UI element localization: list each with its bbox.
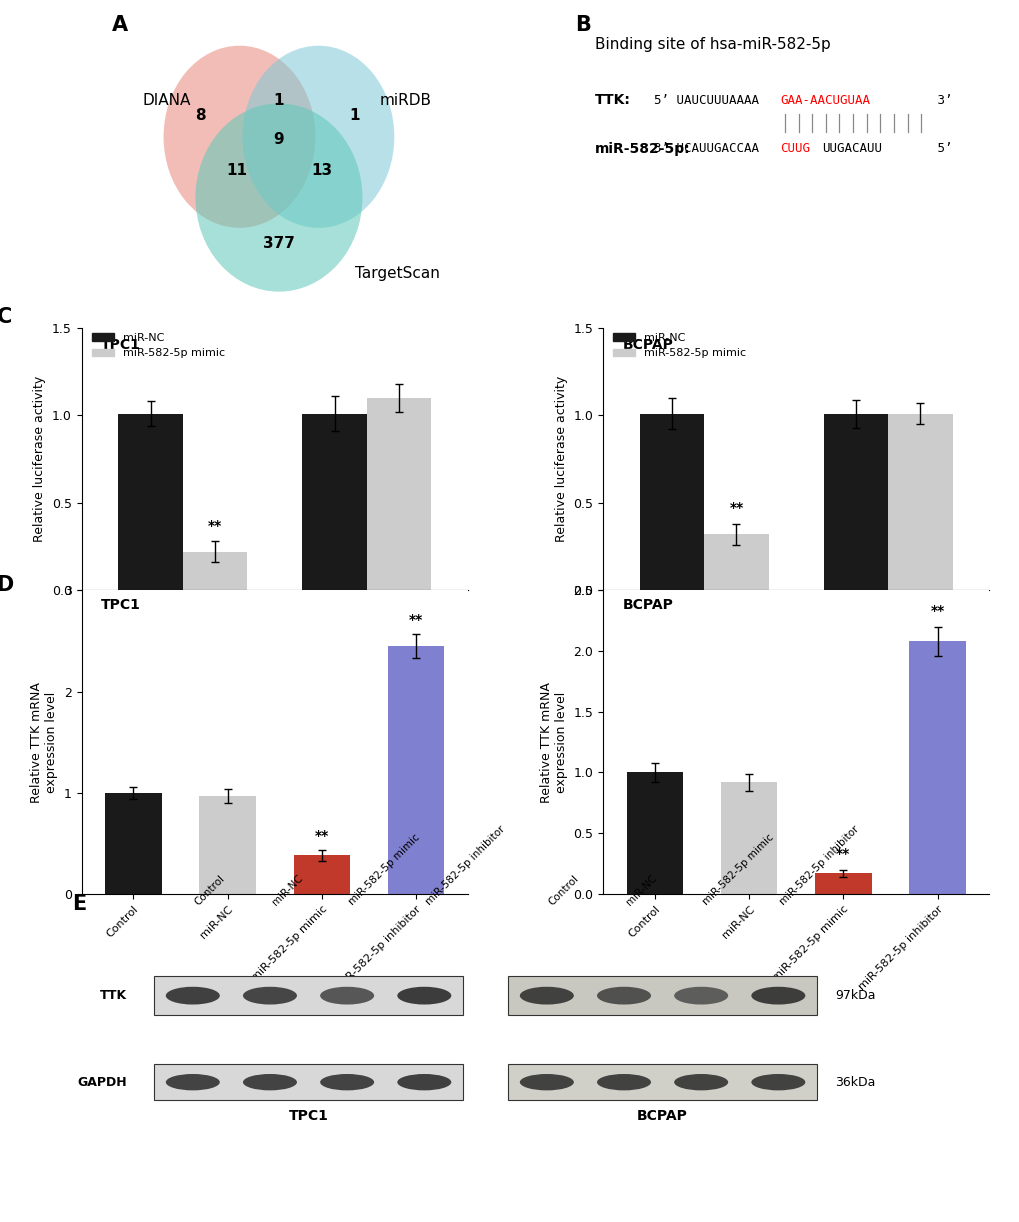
Bar: [720, 782, 776, 895]
Text: C: C: [0, 307, 12, 327]
Ellipse shape: [196, 104, 362, 292]
Text: 13: 13: [311, 163, 332, 177]
Text: 1: 1: [350, 108, 360, 123]
Text: TTK: TTK: [100, 989, 127, 1002]
Ellipse shape: [166, 986, 220, 1004]
Text: DIANA: DIANA: [143, 93, 191, 108]
Ellipse shape: [243, 986, 297, 1004]
Bar: [367, 398, 431, 590]
Bar: [639, 414, 703, 590]
Text: 8: 8: [195, 108, 205, 123]
Text: miRDB: miRDB: [379, 93, 431, 108]
Text: BCPAP: BCPAP: [622, 598, 673, 611]
Text: 3’ UCAUUGACCAA: 3’ UCAUUGACCAA: [653, 143, 758, 155]
Text: miR-582-5p mimic: miR-582-5p mimic: [700, 832, 775, 907]
Y-axis label: Relative TTK mRNA
expression level: Relative TTK mRNA expression level: [31, 682, 58, 803]
Text: TPC1: TPC1: [288, 1108, 328, 1123]
Text: 1: 1: [273, 93, 284, 108]
Bar: [888, 414, 952, 590]
Ellipse shape: [596, 986, 650, 1004]
Text: Binding site of hsa-miR-582-5p: Binding site of hsa-miR-582-5p: [594, 37, 829, 51]
Text: 9: 9: [273, 132, 284, 148]
Bar: [105, 793, 162, 895]
Text: miR-NC: miR-NC: [624, 873, 658, 907]
Bar: [154, 1064, 463, 1100]
Legend: miR-NC, miR-582-5p mimic: miR-NC, miR-582-5p mimic: [608, 329, 750, 363]
Text: miR-582-5p mimic: miR-582-5p mimic: [346, 832, 422, 907]
Text: D: D: [0, 576, 14, 595]
Text: Control: Control: [193, 874, 226, 907]
Text: 5’: 5’: [929, 143, 952, 155]
Text: 5’ UAUCUUUAAAA: 5’ UAUCUUUAAAA: [653, 94, 758, 106]
Ellipse shape: [520, 986, 574, 1004]
Bar: [293, 855, 350, 895]
Text: 36kDa: 36kDa: [835, 1075, 874, 1089]
Text: BCPAP: BCPAP: [622, 338, 673, 352]
Text: E: E: [72, 895, 87, 914]
Y-axis label: Relative TTK mRNA
expression level: Relative TTK mRNA expression level: [539, 682, 568, 803]
Ellipse shape: [520, 1074, 574, 1090]
Y-axis label: Relative luciferase activity: Relative luciferase activity: [34, 376, 46, 543]
Bar: [154, 976, 463, 1015]
Bar: [507, 1064, 816, 1100]
Text: miR-582-5p inhibitor: miR-582-5p inhibitor: [424, 824, 506, 907]
Ellipse shape: [751, 1074, 805, 1090]
Ellipse shape: [320, 986, 374, 1004]
Bar: [387, 646, 444, 895]
Text: UUGACAUU: UUGACAUU: [821, 143, 881, 155]
Bar: [626, 772, 683, 895]
Legend: miR-NC, miR-582-5p mimic: miR-NC, miR-582-5p mimic: [87, 329, 229, 363]
Text: **: **: [315, 830, 329, 843]
Text: 11: 11: [226, 163, 247, 177]
Text: TTK:: TTK:: [594, 93, 630, 108]
Text: TPC1: TPC1: [101, 338, 141, 352]
Ellipse shape: [674, 986, 728, 1004]
Ellipse shape: [396, 1074, 450, 1090]
Text: CUUG: CUUG: [780, 143, 809, 155]
Text: GAA-AACUGUAA: GAA-AACUGUAA: [780, 94, 869, 106]
Text: A: A: [112, 16, 128, 35]
Text: **: **: [929, 604, 944, 618]
Ellipse shape: [163, 45, 315, 227]
Text: 377: 377: [263, 236, 294, 251]
Bar: [302, 414, 367, 590]
Text: TPC1: TPC1: [101, 598, 141, 611]
Bar: [182, 552, 247, 590]
Bar: [908, 642, 965, 895]
Ellipse shape: [320, 1074, 374, 1090]
Ellipse shape: [751, 986, 805, 1004]
Text: **: **: [409, 612, 423, 627]
Ellipse shape: [166, 1074, 220, 1090]
Text: 3’: 3’: [929, 94, 952, 106]
Bar: [703, 534, 768, 590]
Bar: [823, 414, 888, 590]
Text: GAPDH: GAPDH: [77, 1075, 127, 1089]
Bar: [814, 874, 871, 895]
Text: Control: Control: [546, 874, 580, 907]
Bar: [199, 796, 256, 895]
Text: BCPAP: BCPAP: [637, 1108, 688, 1123]
Text: **: **: [208, 518, 222, 533]
Ellipse shape: [674, 1074, 728, 1090]
Text: miR-582-5p inhibitor: miR-582-5p inhibitor: [777, 824, 861, 907]
Ellipse shape: [243, 1074, 297, 1090]
Text: **: **: [729, 501, 743, 516]
Text: 97kDa: 97kDa: [835, 989, 874, 1002]
Text: miR-NC: miR-NC: [270, 873, 304, 907]
Bar: [507, 976, 816, 1015]
Text: B: B: [575, 16, 590, 35]
Y-axis label: Relative luciferase activity: Relative luciferase activity: [554, 376, 568, 543]
Ellipse shape: [243, 45, 394, 227]
Text: miR-582-5p:: miR-582-5p:: [594, 142, 690, 156]
Text: **: **: [836, 847, 850, 862]
Ellipse shape: [396, 986, 450, 1004]
Bar: [118, 414, 182, 590]
Ellipse shape: [596, 1074, 650, 1090]
Text: TargetScan: TargetScan: [355, 266, 439, 281]
